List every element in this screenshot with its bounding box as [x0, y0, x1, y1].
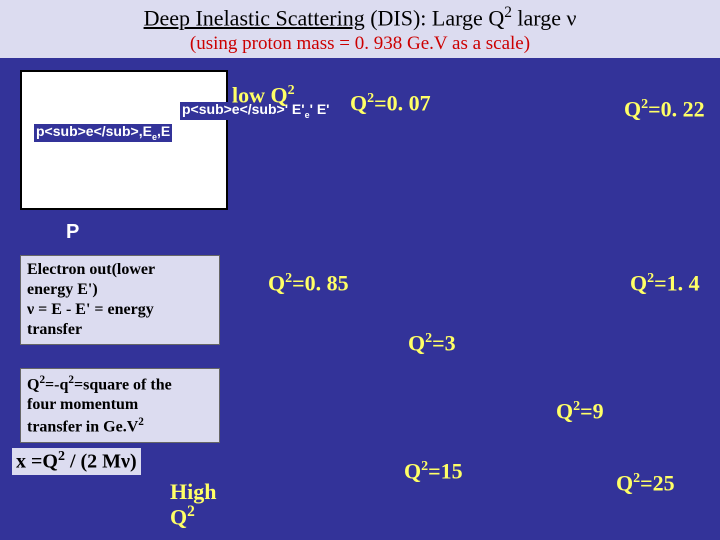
label-q2-0.85: Q2=0. 85 [268, 272, 349, 294]
q2def-l3: transfer in Ge.V2 [27, 415, 213, 437]
electron-l2: energy E') [27, 280, 213, 300]
title-tail: large ν [512, 5, 577, 30]
electron-l3: ν = E - E' = energy [27, 300, 213, 320]
diagram-label-peE: p<sub>e</sub>,Ee,E [34, 124, 172, 142]
label-q2-0.07: Q2=0. 07 [350, 92, 431, 114]
label-q2-9: Q2=9 [556, 400, 604, 422]
title-line2: (using proton mass = 0. 938 Ge.V as a sc… [10, 32, 710, 57]
q2-definition-box: Q2=-q2=square of the four momentum trans… [20, 368, 220, 443]
label-q2-25: Q2=25 [616, 472, 675, 494]
title-line1: Deep Inelastic Scattering (DIS): Large Q… [10, 4, 710, 32]
label-high-q2: High Q2 [170, 480, 216, 530]
label-low-q2: low Q2 [232, 84, 295, 106]
electron-l1: Electron out(lower [27, 260, 213, 280]
diagram-label-P: P [64, 222, 81, 242]
label-q2-0.22: Q2=0. 22 [624, 98, 705, 120]
q2def-l1: Q2=-q2=square of the [27, 373, 213, 395]
electron-l4: transfer [27, 320, 213, 340]
title-underlined: Deep Inelastic Scattering [144, 5, 365, 30]
label-q2-15: Q2=15 [404, 460, 463, 482]
title-sup: 2 [504, 4, 512, 21]
x-formula: x =Q2 / (2 Mν) [12, 448, 141, 475]
title-plain: (DIS): Large Q [365, 5, 505, 30]
label-q2-3: Q2=3 [408, 332, 456, 354]
q2def-l2: four momentum [27, 395, 213, 415]
electron-out-box: Electron out(lower energy E') ν = E - E'… [20, 255, 220, 345]
title-bar: Deep Inelastic Scattering (DIS): Large Q… [0, 0, 720, 58]
label-q2-1.4: Q2=1. 4 [630, 272, 700, 294]
